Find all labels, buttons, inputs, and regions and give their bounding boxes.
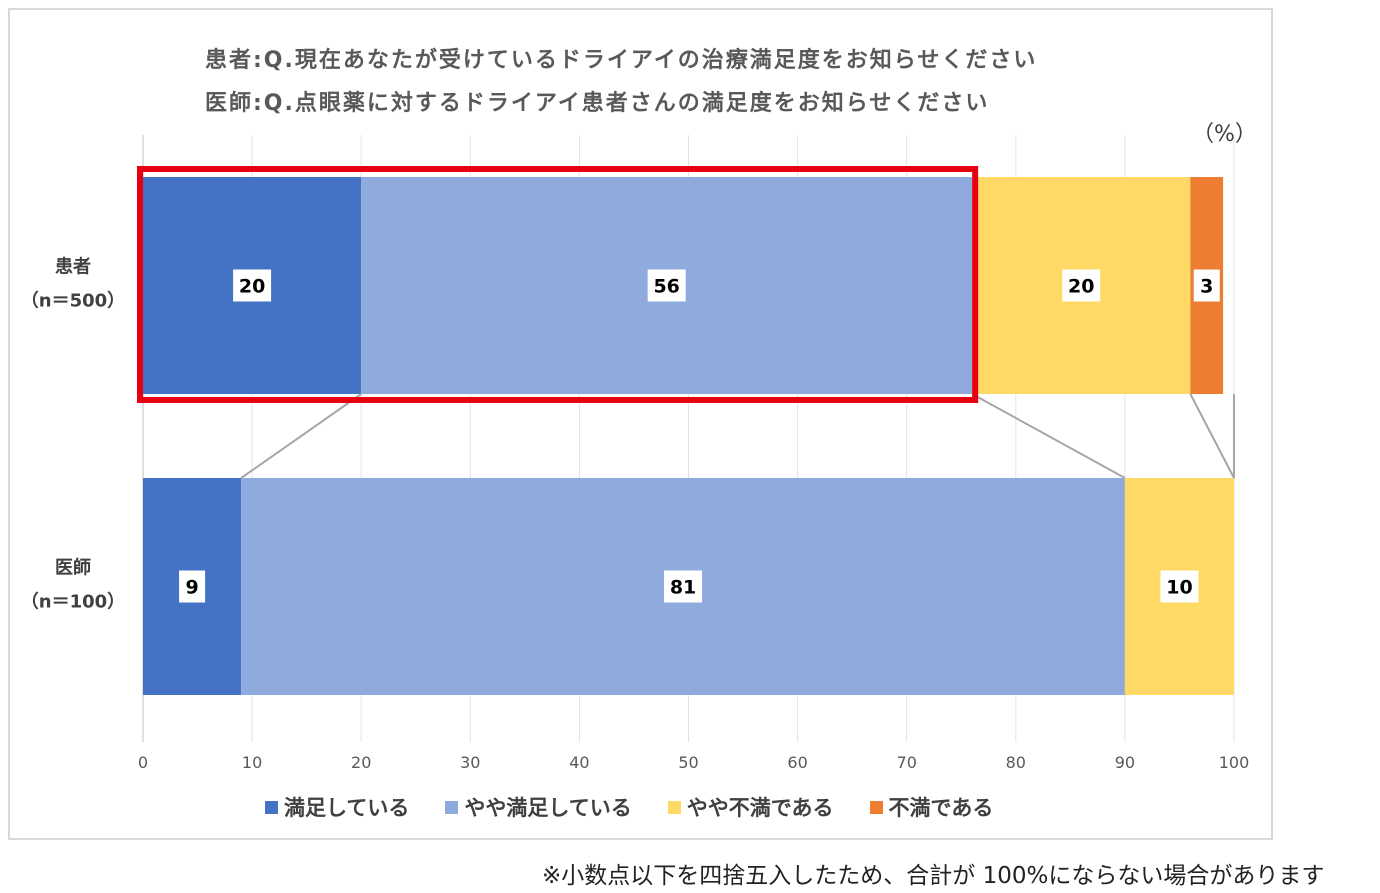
data-label-0-2: 20 (1068, 276, 1094, 298)
legend-label-3: 不満である (888, 796, 994, 820)
legend-label-2: やや不満である (686, 796, 834, 820)
highlight-box (137, 166, 979, 403)
legend-swatch-3 (869, 800, 883, 814)
data-label-bg-1-0 (179, 570, 206, 603)
legend-item-2: やや不満である (667, 792, 834, 822)
data-label-1-1: 81 (670, 577, 696, 599)
x-tick-label-60: 60 (787, 753, 807, 772)
legend: 満足している やや満足している やや不満である 不満である (265, 792, 993, 822)
category-n-0: （n＝500） (21, 291, 125, 312)
footnote: ※小数点以下を四捨五入したため、合計が 100%にならない場合があります (542, 863, 1325, 889)
x-tick-label-10: 10 (242, 753, 262, 772)
x-tick-label-80: 80 (1006, 753, 1026, 772)
data-label-1-2: 10 (1166, 577, 1192, 599)
x-tick-label-40: 40 (569, 753, 589, 772)
x-tick-label-100: 100 (1219, 753, 1250, 772)
data-label-bg-0-3 (1193, 269, 1220, 302)
legend-swatch-1 (445, 800, 459, 814)
data-label-bg-0-1 (647, 269, 686, 302)
chart-title-doctor: 医師:Q.点眼薬に対するドライアイ患者さんの満足度をお知らせください (205, 91, 990, 116)
category-label-0: 患者 (55, 257, 91, 278)
legend-label-0: 満足している (284, 796, 410, 820)
x-tick-label-0: 0 (138, 753, 148, 772)
legend-swatch-0 (265, 800, 278, 814)
x-tick-label-70: 70 (897, 753, 917, 772)
data-label-1-0: 9 (185, 577, 198, 599)
chart-title-patient: 患者:Q.現在あなたが受けているドライアイの治療満足度をお知らせください (205, 48, 1038, 73)
category-n-1: （n＝100） (21, 592, 125, 613)
x-tick-label-90: 90 (1115, 753, 1135, 772)
x-tick-label-50: 50 (678, 753, 698, 772)
category-label-1: 医師 (55, 557, 91, 579)
legend-item-0: 満足している (265, 792, 409, 822)
legend-label-1: やや満足している (464, 796, 632, 820)
data-label-0-3: 3 (1200, 276, 1213, 298)
unit-label: （%） (1192, 122, 1257, 147)
data-label-bg-1-2 (1160, 570, 1199, 603)
data-label-bg-0-0 (233, 269, 272, 302)
legend-swatch-2 (667, 800, 681, 814)
x-tick-label-20: 20 (351, 753, 371, 772)
series-connector-0 (240, 393, 362, 479)
series-connector-2 (1189, 393, 1235, 479)
x-tick-label-30: 30 (460, 753, 480, 772)
chart-frame (8, 8, 1273, 840)
data-label-0-0: 20 (239, 276, 265, 298)
legend-item-1: やや満足している (445, 792, 632, 822)
legend-item-3: 不満である (869, 792, 994, 822)
data-label-bg-0-2 (1062, 269, 1101, 302)
data-label-bg-1-1 (664, 570, 703, 603)
data-label-0-1: 56 (653, 276, 679, 298)
series-connector-1 (971, 393, 1126, 479)
